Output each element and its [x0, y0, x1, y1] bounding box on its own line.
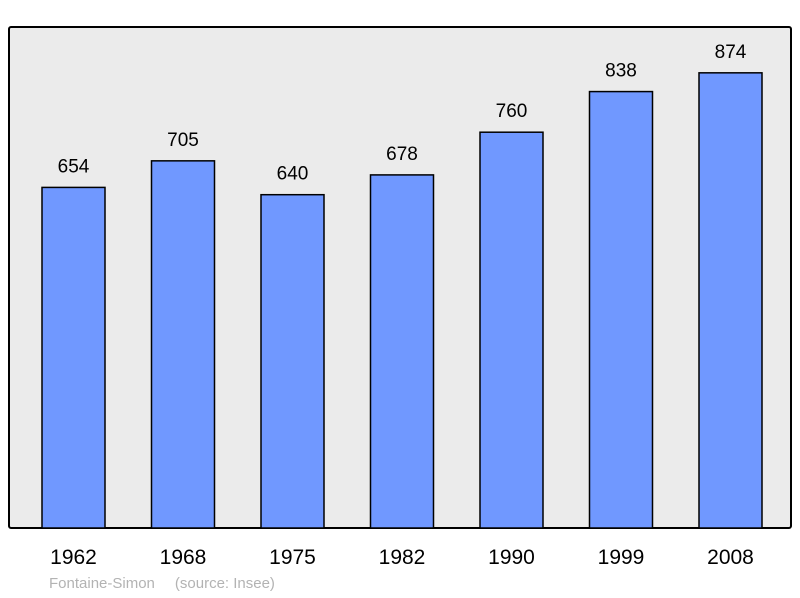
footer-author: Fontaine-Simon: [49, 575, 155, 592]
x-tick-label-1990: 1990: [488, 546, 535, 569]
bar-1962: [41, 186, 106, 529]
footer: Fontaine-Simon (source: Insee): [49, 575, 295, 592]
bar-2008: [698, 72, 763, 529]
footer-source: (source: Insee): [174, 575, 275, 592]
bar-1990: [479, 131, 544, 529]
bar-1968: [150, 160, 216, 529]
data-label-1990: 760: [496, 101, 528, 122]
bar-1982: [369, 174, 435, 529]
x-tick-label-1968: 1968: [160, 546, 207, 569]
x-tick-label-1982: 1982: [379, 546, 426, 569]
data-label-1999: 838: [605, 61, 637, 82]
bar-1975: [260, 193, 325, 529]
x-tick-label-1975: 1975: [269, 546, 316, 569]
x-tick-label-1999: 1999: [598, 546, 645, 569]
data-label-1968: 705: [167, 130, 199, 151]
bar-1999: [588, 90, 654, 529]
data-label-1982: 678: [386, 144, 418, 165]
data-label-1975: 640: [277, 164, 309, 185]
x-tick-label-2008: 2008: [707, 546, 754, 569]
data-label-2008: 874: [715, 42, 747, 63]
data-label-1962: 654: [58, 156, 90, 177]
x-tick-label-1962: 1962: [50, 546, 97, 569]
